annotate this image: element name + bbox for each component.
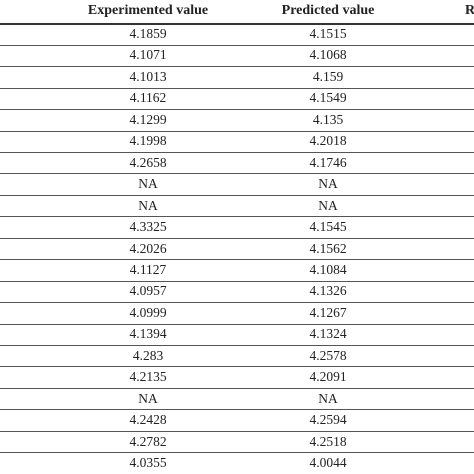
table-cell: 4.1394 [129,326,167,342]
table-cell: 4.1127 [129,261,167,277]
table-cell: 4.135 [312,111,344,127]
row-rule [0,430,474,432]
table-cell: 4.1998 [129,133,167,149]
table-cell: 4.2091 [309,369,347,385]
row-rule [0,259,474,261]
table-cell: 4.2026 [129,240,167,256]
table-cell: 4.2518 [309,433,347,449]
table-cell: 4.1545 [309,219,347,235]
table-cell: 4.1299 [129,111,167,127]
row-rule [0,280,474,282]
column-header: R [464,3,474,18]
table-cell: 4.2594 [309,412,347,428]
table-cell: 4.1068 [309,47,347,63]
table-cell: 4.1162 [129,90,167,106]
row-rule [0,130,474,132]
row-rule [0,366,474,368]
table-cell: 4.0044 [309,455,347,470]
row-rule [0,387,474,389]
row-rule [0,87,474,89]
table-cell: 4.1071 [129,47,167,63]
table-cell: 4.2428 [129,412,167,428]
table-cell: 4.1859 [129,26,167,41]
row-rule [0,44,474,46]
row-rule [0,409,474,411]
column-header: Experimented value [87,3,209,18]
row-rule [0,237,474,239]
column-header: Predicted value [281,3,375,18]
table-cell: 4.159 [312,68,344,84]
table-cell: 4.0355 [129,455,167,470]
table-cell: 4.2135 [129,369,167,385]
table-cell: 4.1324 [309,326,347,342]
table-cell: 4.1084 [309,261,347,277]
table-cell: 4.2018 [309,133,347,149]
row-rule [0,66,474,68]
row-rule [0,323,474,325]
table-cell: 4.1267 [309,304,347,320]
row-rule [0,194,474,196]
table-cell: 4.3325 [129,219,167,235]
table-cell: NA [138,197,158,213]
table-cell: NA [318,176,338,192]
row-rule [0,109,474,111]
table-cell: NA [138,390,158,406]
table-cell: NA [318,390,338,406]
table-cell: 4.1746 [309,154,347,170]
table-cell: 4.1326 [309,283,347,299]
row-rule [0,173,474,175]
table-cell: 4.283 [132,347,164,363]
row-rule [0,302,474,304]
table-cell: 4.1562 [309,240,347,256]
table-cell: 4.2578 [309,347,347,363]
table-cell: 4.1515 [309,26,347,41]
table-cell: 4.2658 [129,154,167,170]
row-rule [0,452,474,454]
row-rule [0,216,474,218]
table-cell: 4.0999 [129,304,167,320]
table-cell: 4.0957 [129,283,167,299]
table-cell: 4.1549 [309,90,347,106]
table-cell: NA [138,176,158,192]
table-cell: NA [318,197,338,213]
table-cell: 4.1013 [129,68,167,84]
row-rule [0,151,474,153]
row-rule [0,345,474,347]
header-rule [0,23,474,25]
table-cell: 4.2782 [129,433,167,449]
